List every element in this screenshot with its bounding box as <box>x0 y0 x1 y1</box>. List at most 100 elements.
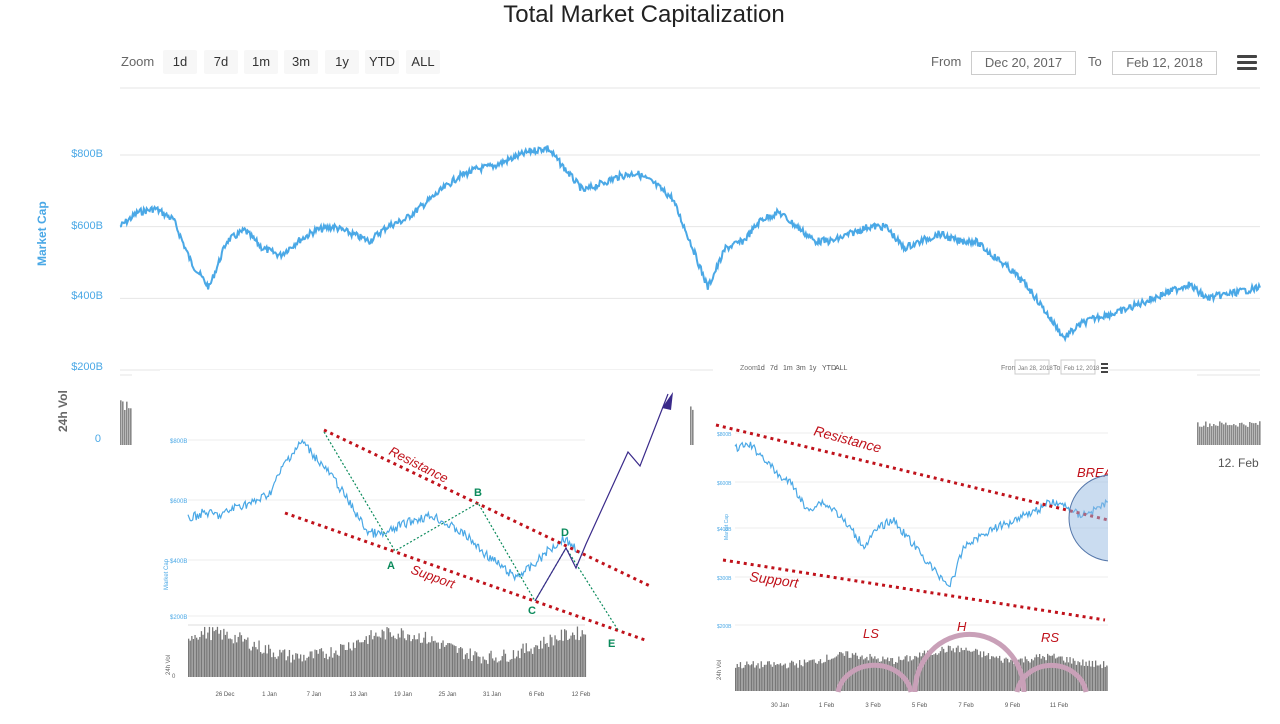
inset-volume-bar <box>1031 659 1032 691</box>
inset-volume-bar <box>396 639 397 677</box>
inset-x-tick: 11 Feb <box>1050 703 1069 709</box>
inset-volume-bar <box>305 660 306 677</box>
inset-volume-bar <box>551 637 552 677</box>
volume-bar <box>124 410 126 445</box>
zoom-1y-button[interactable]: 1y <box>325 50 359 74</box>
inset-volume-bar <box>562 641 563 677</box>
inset-volume-bar <box>561 630 562 677</box>
inset-volume-bar <box>478 656 479 677</box>
inset-volume-bar <box>775 665 776 691</box>
volume-bar <box>120 400 122 445</box>
from-date-input[interactable]: Dec 20, 2017 <box>971 51 1076 75</box>
to-date-input[interactable]: Feb 12, 2018 <box>1112 51 1217 75</box>
inset-volume-bar <box>270 649 271 677</box>
inset-volume-bar <box>844 656 845 691</box>
inset-volume-bar <box>845 651 846 691</box>
inset-volume-bar <box>481 663 482 677</box>
inset-volume-bar <box>951 651 952 691</box>
inset-volume-bar <box>292 655 293 677</box>
inset-volume-bar <box>418 633 419 677</box>
inset-volume-bar <box>737 664 738 691</box>
inset-x-tick: 19 Jan <box>394 692 412 698</box>
inset-volume-bar <box>226 632 227 677</box>
inset-volume-bar <box>770 664 771 691</box>
inset-volume-bar <box>358 640 359 677</box>
inset-volume-bar <box>994 658 995 691</box>
inset-volume-bar <box>793 662 794 691</box>
inset-volume-bar <box>324 658 325 677</box>
inset-volume-bar <box>241 635 242 677</box>
volume-bar <box>1201 427 1203 445</box>
inset-volume-bar <box>1092 661 1093 691</box>
zoom-7d-button[interactable]: 7d <box>204 50 238 74</box>
inset-volume-bar <box>490 651 491 677</box>
inset-volume-bar <box>380 638 381 677</box>
volume-bar <box>1233 424 1235 445</box>
inset-volume-bar <box>444 647 445 677</box>
inset-volume-bar <box>753 661 754 691</box>
zoom-1m-button[interactable]: 1m <box>244 50 278 74</box>
inset-volume-bar <box>937 655 938 691</box>
inset-volume-bar <box>236 642 237 677</box>
inset-volume-bar <box>457 653 458 677</box>
inset-volume-bar <box>761 661 762 691</box>
inset-volume-bar <box>757 663 758 691</box>
inset-volume-bar <box>567 640 568 677</box>
inset-volume-bar <box>207 633 208 677</box>
volume-bar <box>1253 423 1255 445</box>
chart-page: Total Market Capitalization Zoom 1d 7d 1… <box>0 0 1280 724</box>
inset-x-tick: 12 Feb <box>572 692 591 698</box>
inset-volume-bar <box>412 639 413 677</box>
volume-bar <box>1209 424 1211 445</box>
inset-volume-bar <box>514 658 515 677</box>
inset-volume-bar <box>1098 666 1099 691</box>
inset-x-tick: 13 Jan <box>349 692 367 698</box>
inset-volume-bar <box>812 660 813 691</box>
inset-x-tick: 1 Jan <box>262 692 277 698</box>
inset-volume-bar <box>537 646 538 677</box>
inset-volume-bar <box>234 635 235 677</box>
inset-volume-bar <box>220 630 221 677</box>
inset-volume-bar <box>534 647 535 677</box>
inset-volume-bar <box>276 659 277 677</box>
inset-volume-bar <box>1002 663 1003 691</box>
volume-bar <box>1237 427 1239 445</box>
inset-volume-bar <box>986 655 987 691</box>
inset-volume-bar <box>366 636 367 677</box>
inset-volume-bar <box>566 630 567 677</box>
inset-volume-bar <box>438 642 439 677</box>
inset-volume-bar <box>745 665 746 691</box>
inset-volume-bar <box>980 651 981 691</box>
from-label: From <box>931 54 961 69</box>
inset-volume-bar <box>260 652 261 677</box>
inset-volume-bar <box>337 655 338 677</box>
inset-volume-bar <box>820 659 821 691</box>
zoom-1d-button[interactable]: 1d <box>163 50 197 74</box>
zoom-3m-button[interactable]: 3m <box>284 50 318 74</box>
inset-volume-bar <box>749 665 750 691</box>
inset-volume-bar <box>882 657 883 691</box>
inset-volume-bar <box>199 637 200 677</box>
zoom-ytd-button[interactable]: YTD <box>365 50 399 74</box>
inset-zoom-button: YTD <box>822 365 836 372</box>
inset-volume-bar <box>781 666 782 691</box>
hamburger-menu-icon[interactable] <box>1237 55 1257 71</box>
inset-volume-bar <box>1058 657 1059 691</box>
inset-volume-bar <box>959 652 960 691</box>
zoom-all-button[interactable]: ALL <box>406 50 440 74</box>
inset-volume-bar <box>318 654 319 677</box>
volume-bar <box>1231 425 1233 445</box>
inset-volume-bar <box>417 639 418 677</box>
inset-volume-bar <box>823 662 824 691</box>
volume-tick-label: 0 <box>41 433 101 445</box>
inset-volume-bar <box>962 650 963 691</box>
inset-volume-bar <box>410 641 411 677</box>
inset-volume-bar <box>468 659 469 677</box>
inset-volume-bar <box>796 663 797 691</box>
inset-volume-bar <box>965 648 966 691</box>
inset-volume-bar <box>500 660 501 677</box>
inset-volume-bar <box>735 668 736 691</box>
inset-volume-bar <box>985 656 986 691</box>
inset-volume-bar <box>834 658 835 691</box>
inset-volume-bar <box>409 635 410 677</box>
